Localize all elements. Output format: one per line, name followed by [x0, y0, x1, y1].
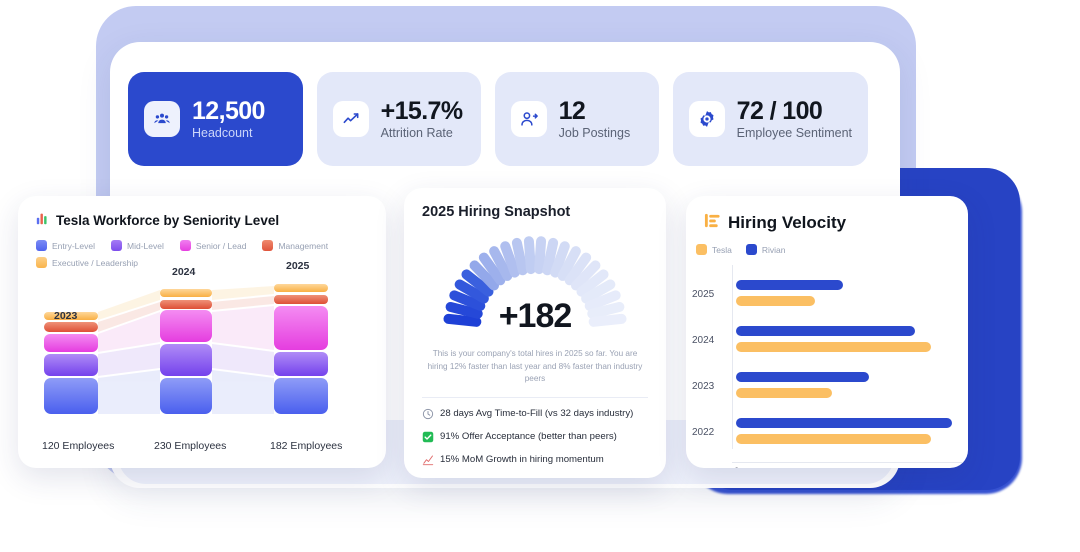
radial-gauge: +182	[422, 228, 648, 335]
kpi-value: 12	[558, 97, 586, 125]
legend-item-executive-leadership[interactable]: Executive / Leadership	[36, 257, 368, 268]
bar-tesla[interactable]	[736, 434, 931, 444]
legend-item-mid-level[interactable]: Mid-Level	[111, 240, 164, 251]
legend-swatch	[745, 244, 757, 255]
stat-row-time-to-fill: 28 days Avg Time-to-Fill (vs 32 days ind…	[422, 407, 648, 420]
legend-label: Tesla	[712, 244, 732, 255]
stat-row-offer-acceptance: 91% Offer Acceptance (better than peers)	[422, 430, 648, 443]
bar-rivian[interactable]	[736, 280, 843, 290]
legend-label: Senior / Lead	[195, 240, 247, 251]
legend-swatch	[179, 240, 191, 251]
bar-rivian[interactable]	[736, 326, 915, 336]
legend-item-senior-lead[interactable]: Senior / Lead	[179, 240, 247, 251]
card-title-text: 2025 Hiring Snapshot	[422, 204, 571, 220]
bar-tesla[interactable]	[736, 296, 815, 306]
gear-icon	[688, 101, 725, 137]
snapshot-stat-list: 28 days Avg Time-to-Fill (vs 32 days ind…	[422, 407, 648, 466]
stat-row-mom-growth: 15% MoM Growth in hiring momentum	[422, 453, 648, 466]
stat-text: 15% MoM Growth in hiring momentum	[440, 453, 604, 465]
card-title: Hiring Velocity	[686, 212, 968, 234]
legend-label: Rivian	[761, 244, 786, 255]
divider	[422, 397, 648, 399]
check-box-icon	[422, 430, 434, 443]
snapshot-description: This is your company's total hires in 20…	[427, 349, 643, 384]
kpi-label: Employee Sentiment	[736, 126, 852, 140]
legend-swatch	[696, 244, 707, 255]
bar-rivian[interactable]	[736, 418, 952, 428]
alluvial-chart: 2023 2024 2025 120 Employees 230 Employe…	[36, 260, 368, 452]
column-total-2025: 182 Employees	[270, 440, 343, 452]
y-tick-label: 2022	[692, 427, 715, 438]
user-plus-icon	[510, 101, 547, 137]
workforce-seniority-card: Tesla Workforce by Seniority Level Entry…	[18, 196, 386, 468]
bar-tesla[interactable]	[736, 388, 832, 398]
kpi-card-headcount[interactable]: 12,500 Headcount	[128, 72, 303, 166]
column-total-2024: 230 Employees	[154, 440, 227, 452]
bar-chart-icon	[36, 212, 49, 228]
workforce-legend: Entry-Level Mid-Level Senior / Lead Mana…	[36, 240, 368, 268]
bar-group-2022: 2022	[686, 415, 968, 455]
y-tick-label: 2023	[692, 381, 715, 392]
gauge-value: +182	[498, 297, 573, 335]
kpi-row: 12,500 Headcount +15.7% Attrition Rate	[128, 72, 868, 166]
bar-tesla[interactable]	[736, 342, 931, 352]
legend-item-rivian[interactable]: Rivian	[745, 244, 786, 255]
card-title-text: Tesla Workforce by Seniority Level	[56, 212, 280, 228]
legend-label: Mid-Level	[127, 240, 164, 251]
x-tick-1: 1	[958, 466, 963, 468]
kpi-value: 12,500	[192, 97, 265, 125]
legend-swatch	[36, 240, 47, 251]
year-label-2024: 2024	[172, 266, 196, 278]
legend-item-entry-level[interactable]: Entry-Level	[36, 240, 95, 251]
bar-rivian[interactable]	[736, 372, 869, 382]
legend-label: Entry-Level	[52, 240, 95, 251]
card-title-text: Hiring Velocity	[728, 213, 847, 232]
y-tick-label: 2025	[692, 289, 715, 300]
column-total-2023: 120 Employees	[42, 440, 115, 452]
y-tick-label: 2024	[692, 335, 715, 346]
card-title: 2025 Hiring Snapshot	[422, 204, 648, 220]
x-axis-line	[732, 462, 968, 463]
bar-group-2025: 2025	[686, 277, 968, 317]
stat-text: 28 days Avg Time-to-Fill (vs 32 days ind…	[440, 407, 634, 419]
velocity-bar-chart: 2025 2024 2023 2022 0 1	[686, 265, 968, 468]
clock-icon	[422, 407, 434, 420]
legend-swatch	[36, 257, 47, 268]
year-label-2023: 2023	[54, 310, 78, 322]
chart-up-icon	[422, 453, 434, 466]
people-icon	[144, 101, 180, 137]
trend-up-icon	[332, 101, 369, 137]
card-title: Tesla Workforce by Seniority Level	[36, 212, 368, 228]
kpi-label: Attrition Rate	[380, 126, 453, 140]
x-tick-0: 0	[734, 466, 739, 468]
legend-label: Management	[278, 240, 329, 251]
legend-swatch	[262, 240, 274, 251]
kpi-value: +15.7%	[380, 97, 463, 125]
legend-swatch	[111, 240, 122, 251]
legend-item-management[interactable]: Management	[262, 240, 328, 251]
kpi-label: Headcount	[192, 126, 253, 140]
kpi-value: 72 / 100	[736, 97, 823, 125]
velocity-legend: Tesla Rivian	[686, 244, 968, 255]
hiring-velocity-card: Hiring Velocity Tesla Rivian 2025 2024	[686, 196, 968, 468]
y-axis-line	[732, 265, 733, 449]
legend-item-tesla[interactable]: Tesla	[696, 244, 732, 255]
legend-label: Executive / Leadership	[52, 257, 138, 268]
kpi-card-employee-sentiment[interactable]: 72 / 100 Employee Sentiment	[672, 72, 868, 166]
bar-group-2024: 2024	[686, 323, 968, 363]
year-label-2025: 2025	[286, 260, 310, 272]
kpi-label: Job Postings	[558, 126, 631, 140]
stat-text: 91% Offer Acceptance (better than peers)	[440, 430, 617, 442]
kpi-card-job-postings[interactable]: 12 Job Postings	[494, 72, 659, 166]
hiring-snapshot-card: 2025 Hiring Snapshot	[404, 188, 666, 478]
bar-chart-orange-icon	[704, 212, 721, 234]
bar-group-2023: 2023	[686, 369, 968, 409]
kpi-card-attrition-rate[interactable]: +15.7% Attrition Rate	[316, 72, 481, 166]
